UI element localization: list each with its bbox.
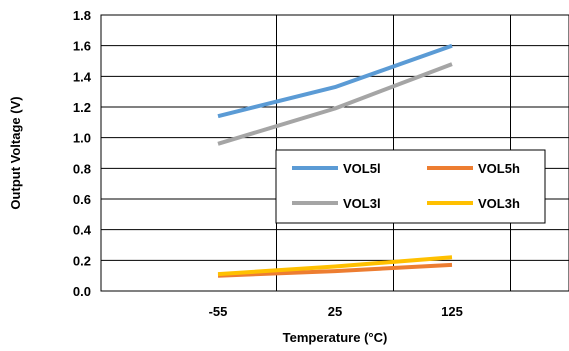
legend-label-vol5h: VOL5h [478, 161, 520, 176]
y-tick-label: 1.0 [73, 131, 91, 146]
x-tick-label: -55 [209, 304, 228, 319]
series-layer [217, 43, 453, 278]
y-tick-label: 0.0 [73, 284, 91, 299]
y-axis-title: Output Voltage (V) [8, 96, 23, 209]
legend-box [275, 149, 546, 224]
legend-label-vol3l: VOL3l [343, 196, 381, 211]
x-tick-label: 125 [441, 304, 463, 319]
y-tick-label: 1.2 [73, 100, 91, 115]
y-tick-label: 0.8 [73, 161, 91, 176]
series-line-vol5h [217, 262, 453, 278]
series-line-vol3h [217, 255, 453, 277]
y-tick-label: 0.6 [73, 192, 91, 207]
series-line-vol3l [217, 62, 453, 146]
legend-label-vol3h: VOL3h [478, 196, 520, 211]
x-axis-title: Temperature (°C) [283, 330, 388, 345]
legend-label-vol5l: VOL5l [343, 161, 381, 176]
y-tick-label: 1.8 [73, 8, 91, 23]
plot-frame [100, 14, 569, 292]
y-tick-label: 1.4 [73, 69, 92, 84]
x-tick-label: 25 [328, 304, 342, 319]
series-line-vol5l [217, 43, 453, 119]
y-tick-label: 0.2 [73, 253, 91, 268]
y-tick-label: 1.6 [73, 39, 91, 54]
ticks: 0.0 0.2 0.4 0.6 0.8 1.0 1.2 1.4 1.6 1.8 -55 25 125 [73, 8, 463, 319]
y-tick-label: 0.4 [73, 223, 92, 238]
legend: VOL5l VOL5h VOL3l VOL3h [275, 149, 546, 224]
